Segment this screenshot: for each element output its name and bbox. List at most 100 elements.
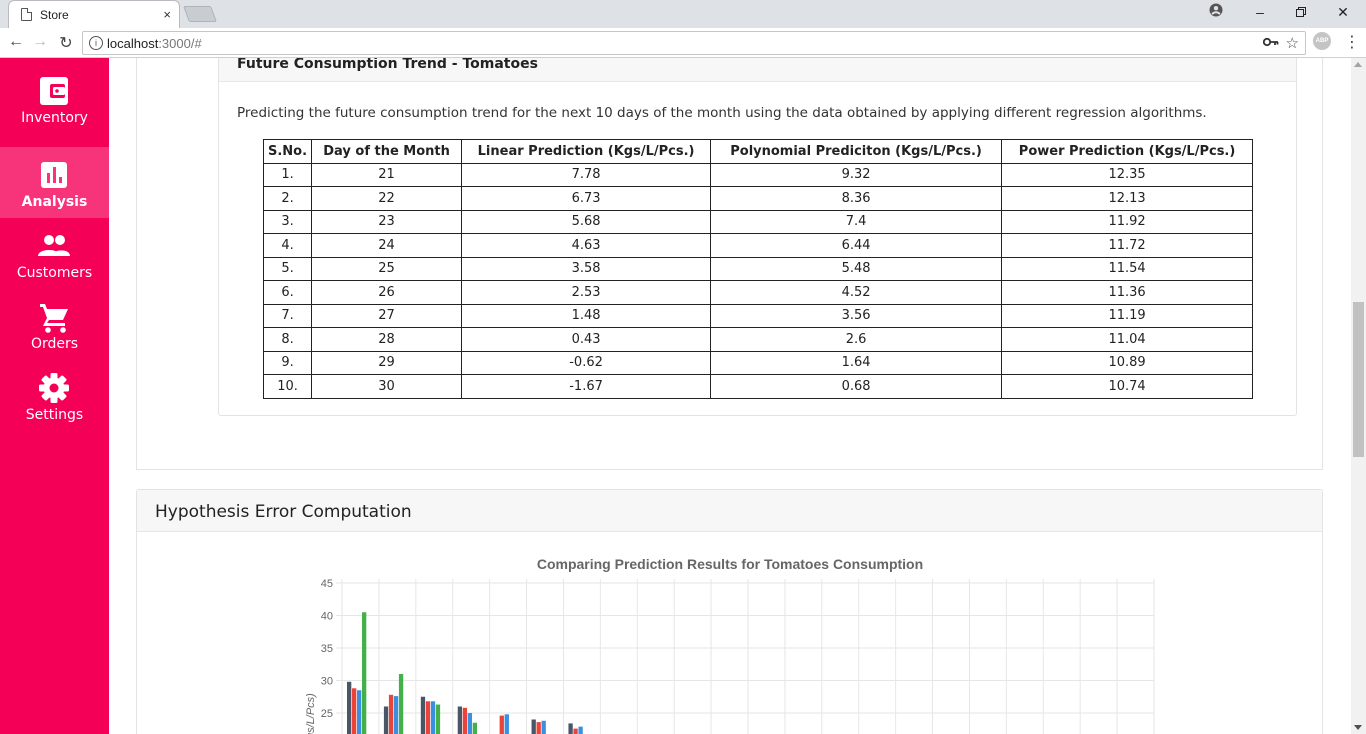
sidebar-item-analysis[interactable]: Analysis: [0, 147, 109, 218]
table-cell: 8.: [262, 327, 313, 352]
browser-titlebar: Store × – ✕: [0, 0, 1366, 28]
scroll-down-arrow-icon[interactable]: [1354, 725, 1362, 730]
profile-icon[interactable]: [1206, 3, 1226, 20]
sidebar-item-label: Orders: [30, 336, 79, 352]
bar: [568, 723, 573, 734]
table-row: 8. 28 0.43 2.6 11.04: [262, 327, 1254, 352]
table-cell: 9.: [262, 350, 313, 375]
column-header: Power Prediction (Kgs/L/Pcs.): [1001, 139, 1254, 164]
table-row: 3. 23 5.68 7.4 11.92: [262, 209, 1254, 234]
table-cell: 12.35: [1001, 162, 1254, 187]
bar: [573, 728, 578, 734]
bar: [472, 722, 478, 734]
bar: [499, 715, 504, 734]
table-cell: 2.: [262, 186, 313, 211]
sidebar-item-orders[interactable]: Orders: [0, 289, 109, 360]
address-bar[interactable]: i localhost:3000/# ☆: [82, 31, 1306, 55]
table-row: 5. 25 3.58 5.48 11.54: [262, 256, 1254, 281]
table-cell: 1.64: [710, 350, 1003, 375]
table-cell: 10.: [262, 374, 313, 399]
bar: [578, 726, 583, 734]
future-trend-header: Future Consumption Trend - Tomatoes: [219, 58, 1296, 82]
close-window-button[interactable]: ✕: [1337, 4, 1349, 20]
tab-title: Store: [40, 7, 69, 22]
table-cell: 6.44: [710, 233, 1003, 258]
bar: [420, 696, 426, 734]
info-icon[interactable]: i: [89, 36, 103, 50]
new-tab-button[interactable]: [183, 6, 217, 22]
vertical-scrollbar[interactable]: [1351, 58, 1366, 734]
hypothesis-error-header: Hypothesis Error Computation: [137, 490, 1322, 532]
restore-button[interactable]: [1291, 4, 1311, 20]
future-trend-title: Future Consumption Trend - Tomatoes: [237, 58, 538, 72]
bar: [531, 719, 536, 734]
sidebar-item-label: Settings: [25, 407, 84, 423]
browser-tab[interactable]: Store ×: [8, 0, 180, 28]
bar: [357, 690, 362, 734]
table-cell: 0.68: [710, 374, 1003, 399]
cart-icon: [40, 304, 68, 333]
main-content: Future Consumption Trend - Tomatoes Pred…: [109, 58, 1351, 734]
table-cell: 3.58: [461, 256, 712, 281]
chart-title: Comparing Prediction Results for Tomatoe…: [537, 556, 923, 572]
key-icon[interactable]: [1262, 35, 1279, 50]
future-trend-intro: Predicting the future consumption trend …: [237, 105, 1207, 121]
bookmark-star-icon[interactable]: ☆: [1285, 35, 1299, 52]
bar: [435, 704, 441, 734]
table-cell: -1.67: [461, 374, 712, 399]
bar: [352, 688, 357, 734]
table-cell: 11.54: [1001, 256, 1254, 281]
close-tab-icon[interactable]: ×: [163, 7, 171, 22]
scroll-thumb[interactable]: [1353, 302, 1364, 457]
minimize-button[interactable]: –: [1256, 4, 1264, 20]
bar: [388, 694, 394, 734]
future-trend-card: Future Consumption Trend - Tomatoes Pred…: [218, 58, 1297, 416]
table-cell: 9.32: [710, 162, 1003, 187]
sidebar-item-label: Inventory: [21, 110, 88, 126]
table-cell: 24: [311, 233, 463, 258]
table-cell: 8.36: [710, 186, 1003, 211]
sidebar: Inventory Analysis Customers Orders: [0, 58, 109, 734]
y-tick-label: 25: [321, 708, 333, 720]
bar: [536, 722, 541, 734]
table-cell: 7.4: [710, 209, 1003, 234]
adblock-icon[interactable]: ABP: [1313, 32, 1331, 50]
bar: [347, 681, 352, 734]
reload-button[interactable]: ↻: [59, 35, 73, 52]
table-row: 9. 29 -0.62 1.64 10.89: [262, 350, 1254, 375]
prediction-table: S.No. Day of the Month Linear Prediction…: [262, 139, 1254, 399]
scroll-up-arrow-icon[interactable]: [1354, 62, 1362, 67]
sidebar-item-inventory[interactable]: Inventory: [0, 63, 109, 134]
table-cell: 2.6: [710, 327, 1003, 352]
bar: [393, 696, 399, 734]
table-cell: 11.92: [1001, 209, 1254, 234]
hypothesis-error-title: Hypothesis Error Computation: [155, 502, 412, 522]
table-cell: 5.: [262, 256, 313, 281]
page-icon: [21, 8, 32, 21]
bar: [430, 701, 436, 734]
table-cell: 2.53: [461, 280, 712, 305]
y-tick-label: 40: [321, 611, 333, 623]
table-cell: 6.73: [461, 186, 712, 211]
url-text: localhost:3000/#: [107, 36, 202, 51]
sidebar-item-customers[interactable]: Customers: [0, 218, 109, 289]
table-row: 7. 27 1.48 3.56 11.19: [262, 303, 1254, 328]
column-header: Day of the Month: [311, 139, 463, 164]
table-cell: 21: [311, 162, 463, 187]
table-cell: 11.04: [1001, 327, 1254, 352]
column-header: S.No.: [262, 139, 313, 164]
table-cell: 4.52: [710, 280, 1003, 305]
bar: [467, 713, 473, 734]
browser-menu-icon[interactable]: ⋮: [1344, 34, 1360, 51]
table-cell: 26: [311, 280, 463, 305]
y-tick-label: 45: [321, 578, 333, 590]
table-row: 6. 26 2.53 4.52 11.36: [262, 280, 1254, 305]
prediction-comparison-chart: Comparing Prediction Results for Tomatoe…: [305, 556, 1155, 734]
sidebar-item-settings[interactable]: Settings: [0, 360, 109, 431]
forward-button[interactable]: →: [32, 33, 48, 50]
back-button[interactable]: ←: [8, 33, 24, 50]
analysis-card: Future Consumption Trend - Tomatoes Pred…: [136, 58, 1323, 470]
table-row: 1. 21 7.78 9.32 12.35: [262, 162, 1254, 187]
table-cell: 0.43: [461, 327, 712, 352]
gear-icon: [39, 373, 69, 403]
